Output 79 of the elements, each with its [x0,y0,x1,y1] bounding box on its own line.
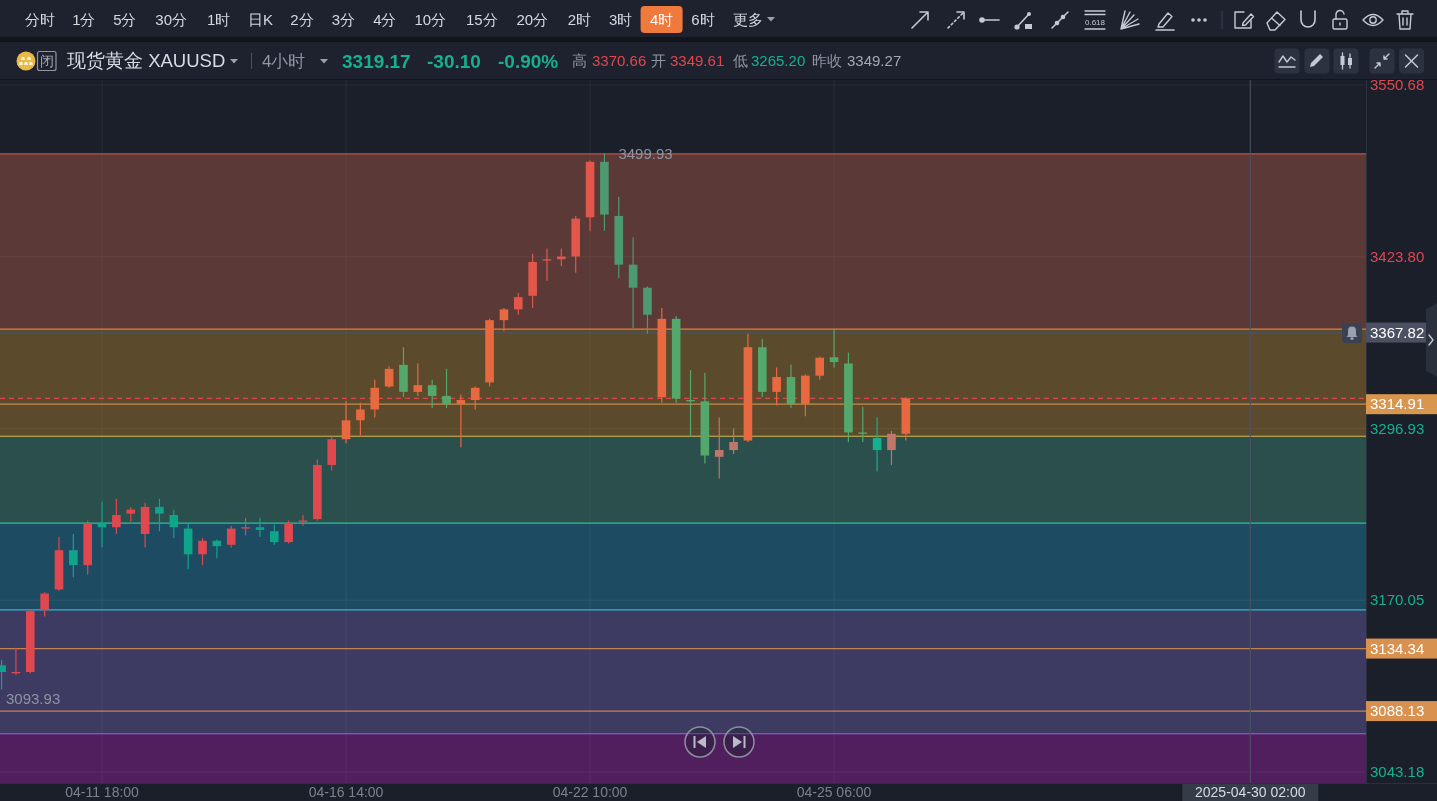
text: 2分 [290,10,314,28]
chart-title: 现货黄金 XAUUSD [67,50,226,72]
text: 5分 [113,10,137,28]
x-tick-label: 04-11 18:00 [65,784,140,801]
text: 6时 [691,10,715,28]
candlestick [413,362,423,397]
annotation: 3093.93 [6,690,61,708]
y-tick-label: 3296.93 [1370,419,1425,437]
text: 1时 [207,10,231,28]
y-tick-label: 3170.05 [1370,591,1425,609]
text: 分时 [25,10,56,28]
x-tick-label: 04-25 06:00 [796,784,872,801]
x-tick-label: 04-16 14:00 [308,784,384,801]
text: 更多 [732,10,763,28]
candlestick [284,519,293,545]
candlestick [298,514,308,527]
candlestick [628,237,638,329]
ref-line-label: 3134.34 [1370,639,1425,657]
y-tick-label: 3043.18 [1370,763,1425,781]
annotation: 3499.93 [618,145,673,163]
candlestick [815,356,824,381]
ref-line-label: 3367.82 [1370,323,1425,341]
candlestick [542,247,552,282]
text: 4时 [649,10,674,28]
text: 开 [650,52,666,70]
candlestick [97,500,107,549]
text: 昨收 [812,52,842,70]
text: 3349.61 [670,52,725,70]
candlestick [226,525,236,549]
ref-line-label: 3314.91 [1370,395,1425,413]
text: 3265.20 [751,52,806,70]
text: 3分 [331,10,356,28]
candlestick [112,498,121,535]
candlestick [370,379,380,419]
candlestick [513,292,523,316]
text: 30分 [155,10,188,28]
candlestick [269,523,279,546]
candlestick [155,498,164,532]
text: 15分 [465,10,498,28]
text: 3时 [608,10,633,28]
candlestick [341,400,351,444]
candlestick [427,379,437,409]
candlestick [442,368,451,409]
candlestick [255,517,265,538]
chart-subtitle: 4小时 [262,51,306,71]
candlestick [356,402,365,436]
candlestick [714,417,724,480]
text: 2时 [567,10,591,28]
text: 4分 [373,10,397,28]
candlestick [729,427,738,455]
candlestick [872,417,882,473]
text: 10分 [414,10,447,28]
text: -30.10 [427,50,481,72]
candlestick [858,406,868,443]
y-tick-label: 3423.80 [1370,248,1425,266]
candlestick [499,307,509,332]
candlestick [887,430,896,466]
candlestick [470,385,480,411]
candlestick [198,537,207,566]
text: 3370.66 [592,52,647,70]
text: -0.90% [498,50,559,72]
text: 日K [248,10,274,28]
ref-line-label: 3088.13 [1370,702,1425,720]
candlestick [829,328,839,369]
x-tick-label: 2025-04-30 02:00 [1195,784,1306,801]
text: 高 [572,52,587,70]
text: 3319.17 [342,50,411,72]
candlestick [772,366,781,407]
text: 3349.27 [847,52,902,70]
x-tick-label: 04-22 10:00 [552,784,628,801]
candlestick [69,533,78,578]
candlestick [40,591,49,618]
status-badge: 闭 [36,50,57,72]
candlestick [456,393,466,448]
text: 低 [733,52,748,70]
candlestick [169,509,179,539]
text: 1分 [72,10,96,28]
text: 20分 [516,10,549,28]
y-tick-label: 3550.68 [1370,76,1425,94]
